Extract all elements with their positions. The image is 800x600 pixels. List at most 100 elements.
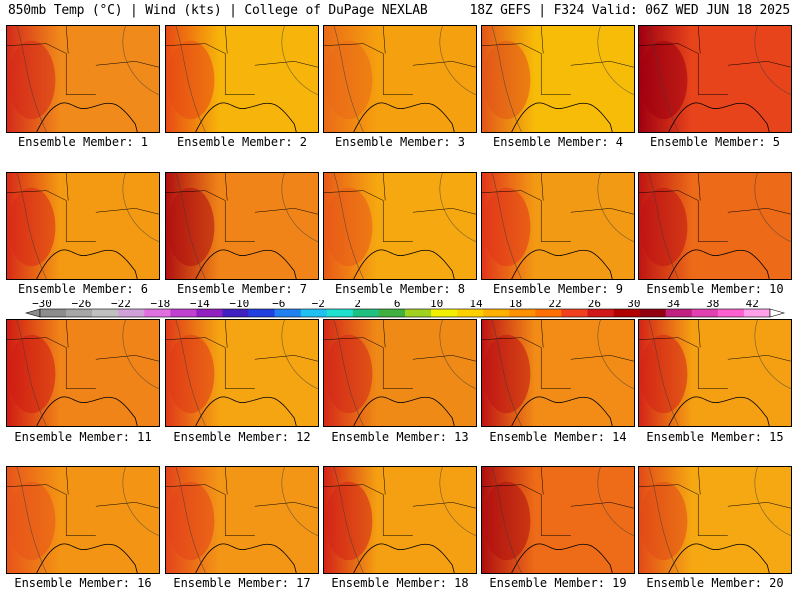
- ensemble-member-label: Ensemble Member: 10: [646, 282, 784, 296]
- colorbar-segment: [535, 309, 562, 317]
- colorbar-segment: [144, 309, 171, 317]
- ensemble-member-label: Ensemble Member: 8: [334, 282, 466, 296]
- ensemble-map-panel: [638, 25, 792, 133]
- colorbar-segment: [639, 309, 667, 317]
- ensemble-member-label: Ensemble Member: 19: [489, 576, 627, 590]
- colorbar-tick-label: 10: [430, 300, 443, 310]
- ensemble-map-panel: [638, 466, 792, 574]
- ensemble-map-panel: [323, 319, 477, 427]
- temperature-field-map: [639, 467, 791, 573]
- temperature-field-map: [324, 26, 476, 132]
- colorbar-segment: [717, 309, 745, 317]
- ensemble-map-panel: [6, 466, 160, 574]
- colorbar-segment: [274, 309, 302, 317]
- temperature-field-map: [7, 467, 159, 573]
- colorbar-tick-label: 42: [746, 300, 759, 310]
- ensemble-member-label: Ensemble Member: 14: [489, 430, 627, 444]
- colorbar-tick-label: 14: [469, 300, 483, 310]
- ensemble-map-panel: [638, 319, 792, 427]
- ensemble-map-panel: [481, 172, 635, 280]
- colorbar-segment: [665, 309, 693, 317]
- ensemble-map-panel: [165, 172, 319, 280]
- ensemble-member-label: Ensemble Member: 11: [14, 430, 152, 444]
- colorbar-tick-label: 34: [667, 300, 681, 310]
- colorbar-segment: [509, 309, 536, 317]
- colorbar-tick-label: −14: [190, 300, 210, 310]
- temperature-field-map: [482, 26, 634, 132]
- ensemble-map-panel: [323, 172, 477, 280]
- ensemble-member-label: Ensemble Member: 5: [649, 135, 781, 149]
- colorbar-segment: [222, 309, 249, 317]
- colorbar-segment: [457, 309, 484, 317]
- ensemble-map-panel: [6, 172, 160, 280]
- colorbar-tick-label: −30: [32, 300, 52, 310]
- ensemble-member-label: Ensemble Member: 16: [14, 576, 152, 590]
- temperature-field-map: [7, 320, 159, 426]
- colorbar-segment: [196, 309, 223, 317]
- colorbar-segment: [405, 309, 432, 317]
- colorbar-segment: [118, 309, 145, 317]
- colorbar-segment: [170, 309, 197, 317]
- colorbar-tick-label: −22: [111, 300, 131, 310]
- ensemble-member-label: Ensemble Member: 2: [176, 135, 308, 149]
- temperature-field-map: [324, 467, 476, 573]
- temperature-field-map: [639, 26, 791, 132]
- ensemble-map-panel: [323, 25, 477, 133]
- colorbar-segment: [561, 309, 588, 317]
- colorbar-segment: [66, 309, 93, 317]
- colorbar-tick-label: 26: [588, 300, 601, 310]
- ensemble-map-panel: [323, 466, 477, 574]
- colorbar-segment: [483, 309, 510, 317]
- chart-title: 850mb Temp (°C) | Wind (kts) | College o…: [8, 3, 428, 18]
- ensemble-map-panel: [6, 25, 160, 133]
- ensemble-map-panel: [481, 466, 635, 574]
- ensemble-member-label: Ensemble Member: 20: [646, 576, 784, 590]
- ensemble-member-label: Ensemble Member: 12: [173, 430, 311, 444]
- ensemble-member-label: Ensemble Member: 17: [173, 576, 311, 590]
- colorbar-segment: [587, 309, 614, 317]
- colorbar-tick-label: 22: [548, 300, 561, 310]
- temperature-field-map: [166, 467, 318, 573]
- colorbar-segment: [613, 309, 640, 317]
- temperature-field-map: [324, 320, 476, 426]
- ensemble-member-label: Ensemble Member: 7: [176, 282, 308, 296]
- ensemble-member-label: Ensemble Member: 3: [334, 135, 466, 149]
- colorbar-tick-label: 30: [627, 300, 640, 310]
- ensemble-member-label: Ensemble Member: 9: [492, 282, 624, 296]
- colorbar-high-arrow: [769, 308, 786, 318]
- ensemble-member-label: Ensemble Member: 4: [492, 135, 624, 149]
- temperature-field-map: [639, 173, 791, 279]
- colorbar-segment: [743, 309, 771, 317]
- colorbar-segment: [248, 309, 275, 317]
- colorbar-tick-label: −26: [72, 300, 92, 310]
- temperature-colorbar: −30 −26 −22 −18 −14 −10 −6 −2 2 6 10 14 18 22 26 30 34 38…: [22, 300, 788, 320]
- ensemble-member-label: Ensemble Member: 18: [331, 576, 469, 590]
- ensemble-member-label: Ensemble Member: 13: [331, 430, 469, 444]
- colorbar-tick-label: −10: [229, 300, 249, 310]
- ensemble-map-panel: [165, 319, 319, 427]
- colorbar-segment: [40, 309, 67, 317]
- colorbar-tick-label: −2: [312, 300, 325, 310]
- colorbar-segment: [431, 309, 458, 317]
- ensemble-member-label: Ensemble Member: 1: [17, 135, 149, 149]
- temperature-field-map: [7, 26, 159, 132]
- colorbar-tick-label: 18: [509, 300, 522, 310]
- colorbar-tick-label: 2: [354, 300, 361, 310]
- temperature-field-map: [482, 173, 634, 279]
- temperature-field-map: [482, 320, 634, 426]
- temperature-field-map: [166, 26, 318, 132]
- temperature-field-map: [166, 320, 318, 426]
- colorbar-segment: [326, 309, 354, 317]
- colorbar-tick-label: 6: [394, 300, 401, 310]
- temperature-field-map: [7, 173, 159, 279]
- ensemble-map-panel: [481, 319, 635, 427]
- colorbar-tick-label: −18: [150, 300, 170, 310]
- colorbar-segment: [378, 309, 406, 317]
- colorbar-low-arrow: [24, 308, 41, 318]
- colorbar-segment: [92, 309, 119, 317]
- temperature-field-map: [639, 320, 791, 426]
- colorbar-tick-label: −6: [272, 300, 285, 310]
- temperature-field-map: [324, 173, 476, 279]
- ensemble-map-panel: [6, 319, 160, 427]
- colorbar-segment: [691, 309, 719, 317]
